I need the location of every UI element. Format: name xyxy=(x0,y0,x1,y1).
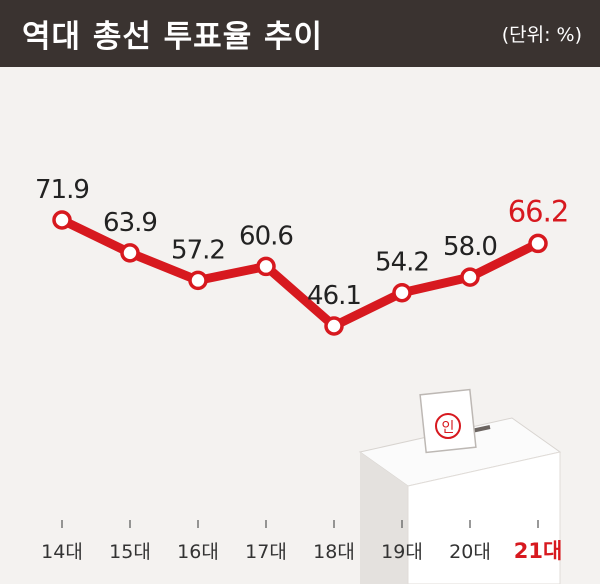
data-point xyxy=(188,270,208,291)
data-label: 54.2 xyxy=(375,248,429,278)
series-line xyxy=(57,215,543,331)
data-point xyxy=(528,233,548,254)
data-label: 46.1 xyxy=(307,281,361,311)
chart-title: 역대 총선 투표율 추이 xyxy=(22,19,324,55)
value-labels: 71.9 63.9 57.2 60.6 46.1 54.2 58.0 66.2 xyxy=(35,175,569,311)
data-label: 66.2 xyxy=(508,194,569,228)
x-axis-label: 14대 xyxy=(41,541,83,563)
data-point xyxy=(120,243,140,263)
data-label: 63.9 xyxy=(103,208,157,238)
ballot-box-icon: 인 xyxy=(358,388,562,584)
x-axis-labels: 14대 15대 16대 17대 18대 19대 20대 21대 xyxy=(41,539,562,563)
data-label: 71.9 xyxy=(35,175,89,205)
x-axis-label: 20대 xyxy=(449,541,491,563)
data-point xyxy=(460,267,480,287)
data-markers xyxy=(52,210,548,336)
data-point xyxy=(324,316,344,336)
data-point xyxy=(52,210,72,230)
x-axis-label: 17대 xyxy=(245,541,287,563)
data-label: 60.6 xyxy=(239,221,293,251)
x-axis-label: 16대 xyxy=(177,541,219,563)
x-axis-ticks xyxy=(61,520,539,528)
x-axis-label: 19대 xyxy=(381,541,423,563)
x-axis-label: 18대 xyxy=(313,541,355,563)
data-label: 57.2 xyxy=(171,235,225,265)
x-axis-label: 21대 xyxy=(514,539,563,563)
x-axis-label: 15대 xyxy=(109,541,151,563)
unit-label: (단위: %) xyxy=(501,24,582,46)
data-point xyxy=(256,256,276,277)
data-label: 58.0 xyxy=(443,232,497,262)
data-point xyxy=(392,282,412,303)
svg-text:인: 인 xyxy=(442,420,455,436)
chart-header: 역대 총선 투표율 추이 (단위: %) xyxy=(0,0,600,67)
